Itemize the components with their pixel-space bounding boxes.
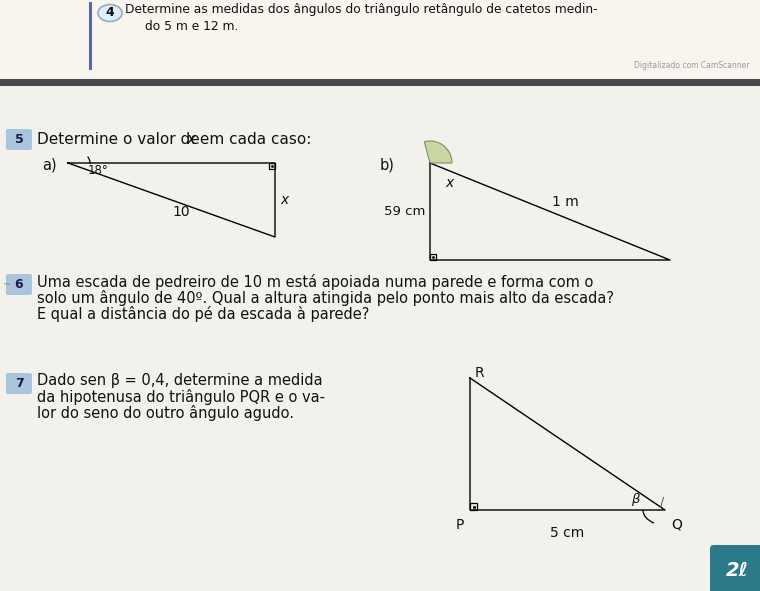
Text: da hipotenusa do triângulo PQR e o va-: da hipotenusa do triângulo PQR e o va-	[37, 389, 325, 405]
Text: Uma escada de pedreiro de 10 m está apoiada numa parede e forma com o: Uma escada de pedreiro de 10 m está apoi…	[37, 274, 594, 290]
Text: 5: 5	[14, 133, 24, 146]
Text: Digitalizado com CamScanner: Digitalizado com CamScanner	[635, 60, 750, 70]
Bar	[89, 2, 92, 70]
Text: em cada caso:: em cada caso:	[195, 132, 312, 147]
FancyBboxPatch shape	[710, 545, 760, 591]
Text: P: P	[456, 518, 464, 532]
Text: lor do seno do outro ângulo agudo.: lor do seno do outro ângulo agudo.	[37, 405, 294, 421]
FancyBboxPatch shape	[6, 129, 32, 150]
Text: 10: 10	[173, 205, 190, 219]
Text: 1 m: 1 m	[552, 194, 578, 209]
Text: 2ℓ: 2ℓ	[726, 560, 749, 580]
Bar	[470, 503, 477, 510]
Bar	[0, 79, 760, 86]
FancyBboxPatch shape	[6, 373, 32, 394]
Bar	[0, 0, 760, 78]
Text: 5 cm: 5 cm	[550, 526, 584, 540]
Text: 6: 6	[14, 278, 24, 291]
Text: a): a)	[42, 157, 57, 173]
Text: ~: ~	[3, 280, 11, 290]
Text: 7: 7	[14, 377, 24, 390]
Text: do 5 m e 12 m.: do 5 m e 12 m.	[145, 20, 239, 33]
Ellipse shape	[98, 5, 122, 21]
Wedge shape	[424, 141, 452, 163]
Text: x: x	[280, 193, 288, 207]
Text: Dado sen β = 0,4, determine a medida: Dado sen β = 0,4, determine a medida	[37, 374, 323, 388]
Text: /: /	[660, 495, 664, 508]
Text: solo um ângulo de 40º. Qual a altura atingida pelo ponto mais alto da escada?: solo um ângulo de 40º. Qual a altura ati…	[37, 290, 614, 306]
Bar	[0, 86, 760, 591]
Text: Q: Q	[671, 517, 682, 531]
Text: Determine o valor de: Determine o valor de	[37, 132, 204, 147]
Text: E qual a distância do pé da escada à parede?: E qual a distância do pé da escada à par…	[37, 306, 369, 322]
FancyBboxPatch shape	[6, 274, 32, 295]
Text: 59 cm: 59 cm	[384, 205, 425, 218]
Text: b): b)	[380, 157, 395, 173]
Text: 4: 4	[106, 7, 114, 20]
Text: x: x	[445, 176, 453, 190]
Text: β: β	[631, 493, 639, 506]
Bar	[430, 254, 436, 260]
Bar	[269, 163, 275, 169]
Text: 18°: 18°	[88, 164, 109, 177]
Text: R: R	[475, 366, 485, 380]
Text: Determine as medidas dos ângulos do triângulo retângulo de catetos medin-: Determine as medidas dos ângulos do triâ…	[125, 4, 597, 17]
Text: x: x	[186, 132, 195, 147]
